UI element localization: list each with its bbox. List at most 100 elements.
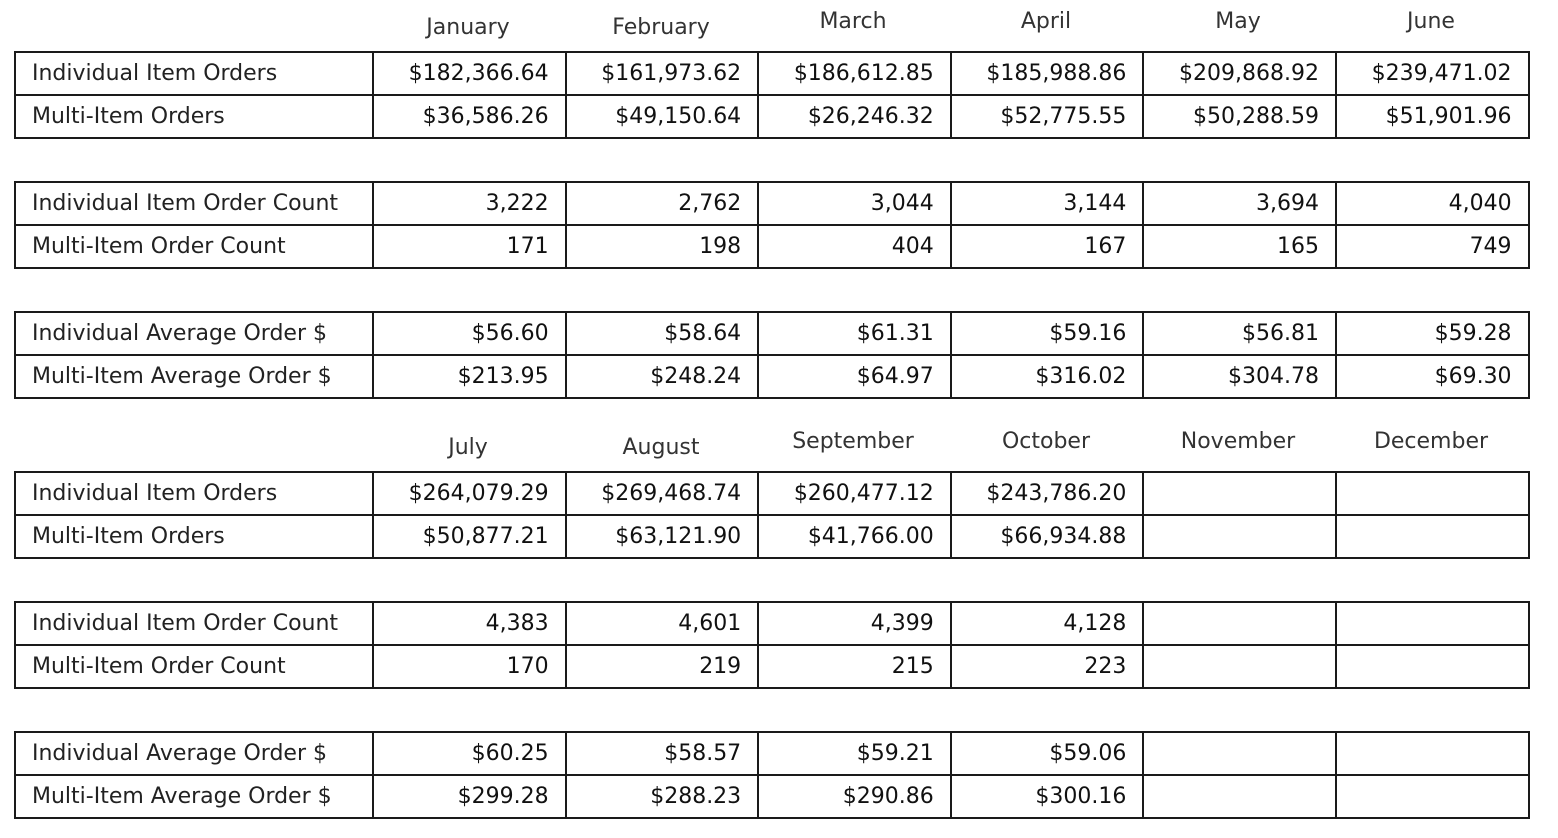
table-cell: 167 xyxy=(949,224,1145,269)
table-cell: $64.97 xyxy=(757,354,952,399)
table-cell: $59.06 xyxy=(949,731,1145,776)
table-cell: $52,775.55 xyxy=(949,94,1145,139)
table-cell: $50,877.21 xyxy=(372,514,567,559)
table-cell: $59.21 xyxy=(757,731,952,776)
row-label: Multi-Item Average Order $ xyxy=(14,354,374,399)
table-cell xyxy=(1334,601,1530,646)
table-cell: $58.64 xyxy=(564,311,760,356)
row-label: Multi-Item Average Order $ xyxy=(14,774,374,819)
month-header: July xyxy=(448,435,488,460)
row-label: Individual Item Orders xyxy=(14,471,374,516)
table-cell: $269,468.74 xyxy=(564,471,760,516)
order-totals-table: Individual Item Orders $264,079.29 $269,… xyxy=(14,471,1530,559)
month-header: December xyxy=(1373,429,1489,454)
table-cell xyxy=(1334,644,1530,689)
table-row: Multi-Item Order Count 171 198 404 167 1… xyxy=(14,224,1530,269)
table-cell xyxy=(1334,471,1530,516)
table-cell xyxy=(1142,514,1337,559)
order-totals-table: Individual Item Orders $182,366.64 $161,… xyxy=(14,51,1530,139)
table-cell: $213.95 xyxy=(372,354,567,399)
table-cell xyxy=(1142,774,1337,819)
table-cell: $300.16 xyxy=(949,774,1145,819)
table-row: Individual Average Order $ $60.25 $58.57… xyxy=(14,731,1530,776)
table-row: Individual Item Order Count 3,222 2,762 … xyxy=(14,181,1530,226)
table-cell xyxy=(1334,731,1530,776)
row-label: Multi-Item Orders xyxy=(14,94,374,139)
table-cell xyxy=(1334,774,1530,819)
table-cell: 198 xyxy=(564,224,760,269)
table-cell: 3,044 xyxy=(757,181,952,226)
table-cell: $36,586.26 xyxy=(372,94,567,139)
row-label: Individual Average Order $ xyxy=(14,311,374,356)
table-cell: 171 xyxy=(372,224,567,269)
month-header: October xyxy=(1001,429,1091,454)
row-label: Individual Average Order $ xyxy=(14,731,374,776)
table-cell: $69.30 xyxy=(1334,354,1530,399)
table-cell: $161,973.62 xyxy=(564,51,760,96)
month-header: September xyxy=(792,429,914,454)
table-cell: 4,399 xyxy=(757,601,952,646)
table-row: Multi-Item Average Order $ $213.95 $248.… xyxy=(14,354,1530,399)
row-label: Individual Item Orders xyxy=(14,51,374,96)
month-header: April xyxy=(1020,9,1072,34)
table-row: Individual Item Orders $264,079.29 $269,… xyxy=(14,471,1530,516)
month-header: November xyxy=(1180,429,1296,454)
table-cell: $49,150.64 xyxy=(564,94,760,139)
row-label: Multi-Item Orders xyxy=(14,514,374,559)
month-header: August xyxy=(622,435,700,460)
table-cell: $288.23 xyxy=(564,774,760,819)
table-cell: $56.60 xyxy=(372,311,567,356)
table-cell: $239,471.02 xyxy=(1334,51,1530,96)
table-cell: $41,766.00 xyxy=(757,514,952,559)
table-cell: $60.25 xyxy=(372,731,567,776)
table-cell xyxy=(1142,471,1337,516)
table-cell xyxy=(1334,514,1530,559)
table-cell: 3,144 xyxy=(949,181,1145,226)
table-cell: $304.78 xyxy=(1142,354,1337,399)
average-order-table: Individual Average Order $ $56.60 $58.64… xyxy=(14,311,1530,399)
table-row: Individual Item Orders $182,366.64 $161,… xyxy=(14,51,1530,96)
table-cell: 215 xyxy=(757,644,952,689)
table-cell: 3,694 xyxy=(1142,181,1337,226)
table-cell: 170 xyxy=(372,644,567,689)
table-cell: $264,079.29 xyxy=(372,471,567,516)
table-cell: $56.81 xyxy=(1142,311,1337,356)
table-cell: 749 xyxy=(1334,224,1530,269)
table-row: Multi-Item Order Count 170 219 215 223 xyxy=(14,644,1530,689)
table-row: Multi-Item Orders $36,586.26 $49,150.64 … xyxy=(14,94,1530,139)
table-cell xyxy=(1142,601,1337,646)
order-count-table: Individual Item Order Count 3,222 2,762 … xyxy=(14,181,1530,269)
order-count-table: Individual Item Order Count 4,383 4,601 … xyxy=(14,601,1530,689)
table-cell: $61.31 xyxy=(757,311,952,356)
table-row: Individual Item Order Count 4,383 4,601 … xyxy=(14,601,1530,646)
table-row: Multi-Item Orders $50,877.21 $63,121.90 … xyxy=(14,514,1530,559)
table-cell: $316.02 xyxy=(949,354,1145,399)
table-cell: 3,222 xyxy=(372,181,567,226)
table-cell: $243,786.20 xyxy=(949,471,1145,516)
table-cell: 223 xyxy=(949,644,1145,689)
month-header: February xyxy=(612,15,710,40)
table-cell: $50,288.59 xyxy=(1142,94,1337,139)
table-cell: 4,128 xyxy=(949,601,1145,646)
table-cell: $59.28 xyxy=(1334,311,1530,356)
month-header: March xyxy=(819,9,887,34)
table-cell: $58.57 xyxy=(564,731,760,776)
table-cell: $248.24 xyxy=(564,354,760,399)
table-cell: 219 xyxy=(564,644,760,689)
table-cell: $209,868.92 xyxy=(1142,51,1337,96)
table-cell: $186,612.85 xyxy=(757,51,952,96)
table-cell: 404 xyxy=(757,224,952,269)
row-label: Individual Item Order Count xyxy=(14,601,374,646)
table-cell: $51,901.96 xyxy=(1334,94,1530,139)
month-header: June xyxy=(1407,9,1455,34)
table-cell: 4,383 xyxy=(372,601,567,646)
table-cell xyxy=(1142,644,1337,689)
table-cell: $63,121.90 xyxy=(564,514,760,559)
table-cell: 4,601 xyxy=(564,601,760,646)
row-label: Multi-Item Order Count xyxy=(14,644,374,689)
table-cell: 165 xyxy=(1142,224,1337,269)
table-cell: $260,477.12 xyxy=(757,471,952,516)
table-cell: 2,762 xyxy=(564,181,760,226)
table-cell: $59.16 xyxy=(949,311,1145,356)
row-label: Multi-Item Order Count xyxy=(14,224,374,269)
